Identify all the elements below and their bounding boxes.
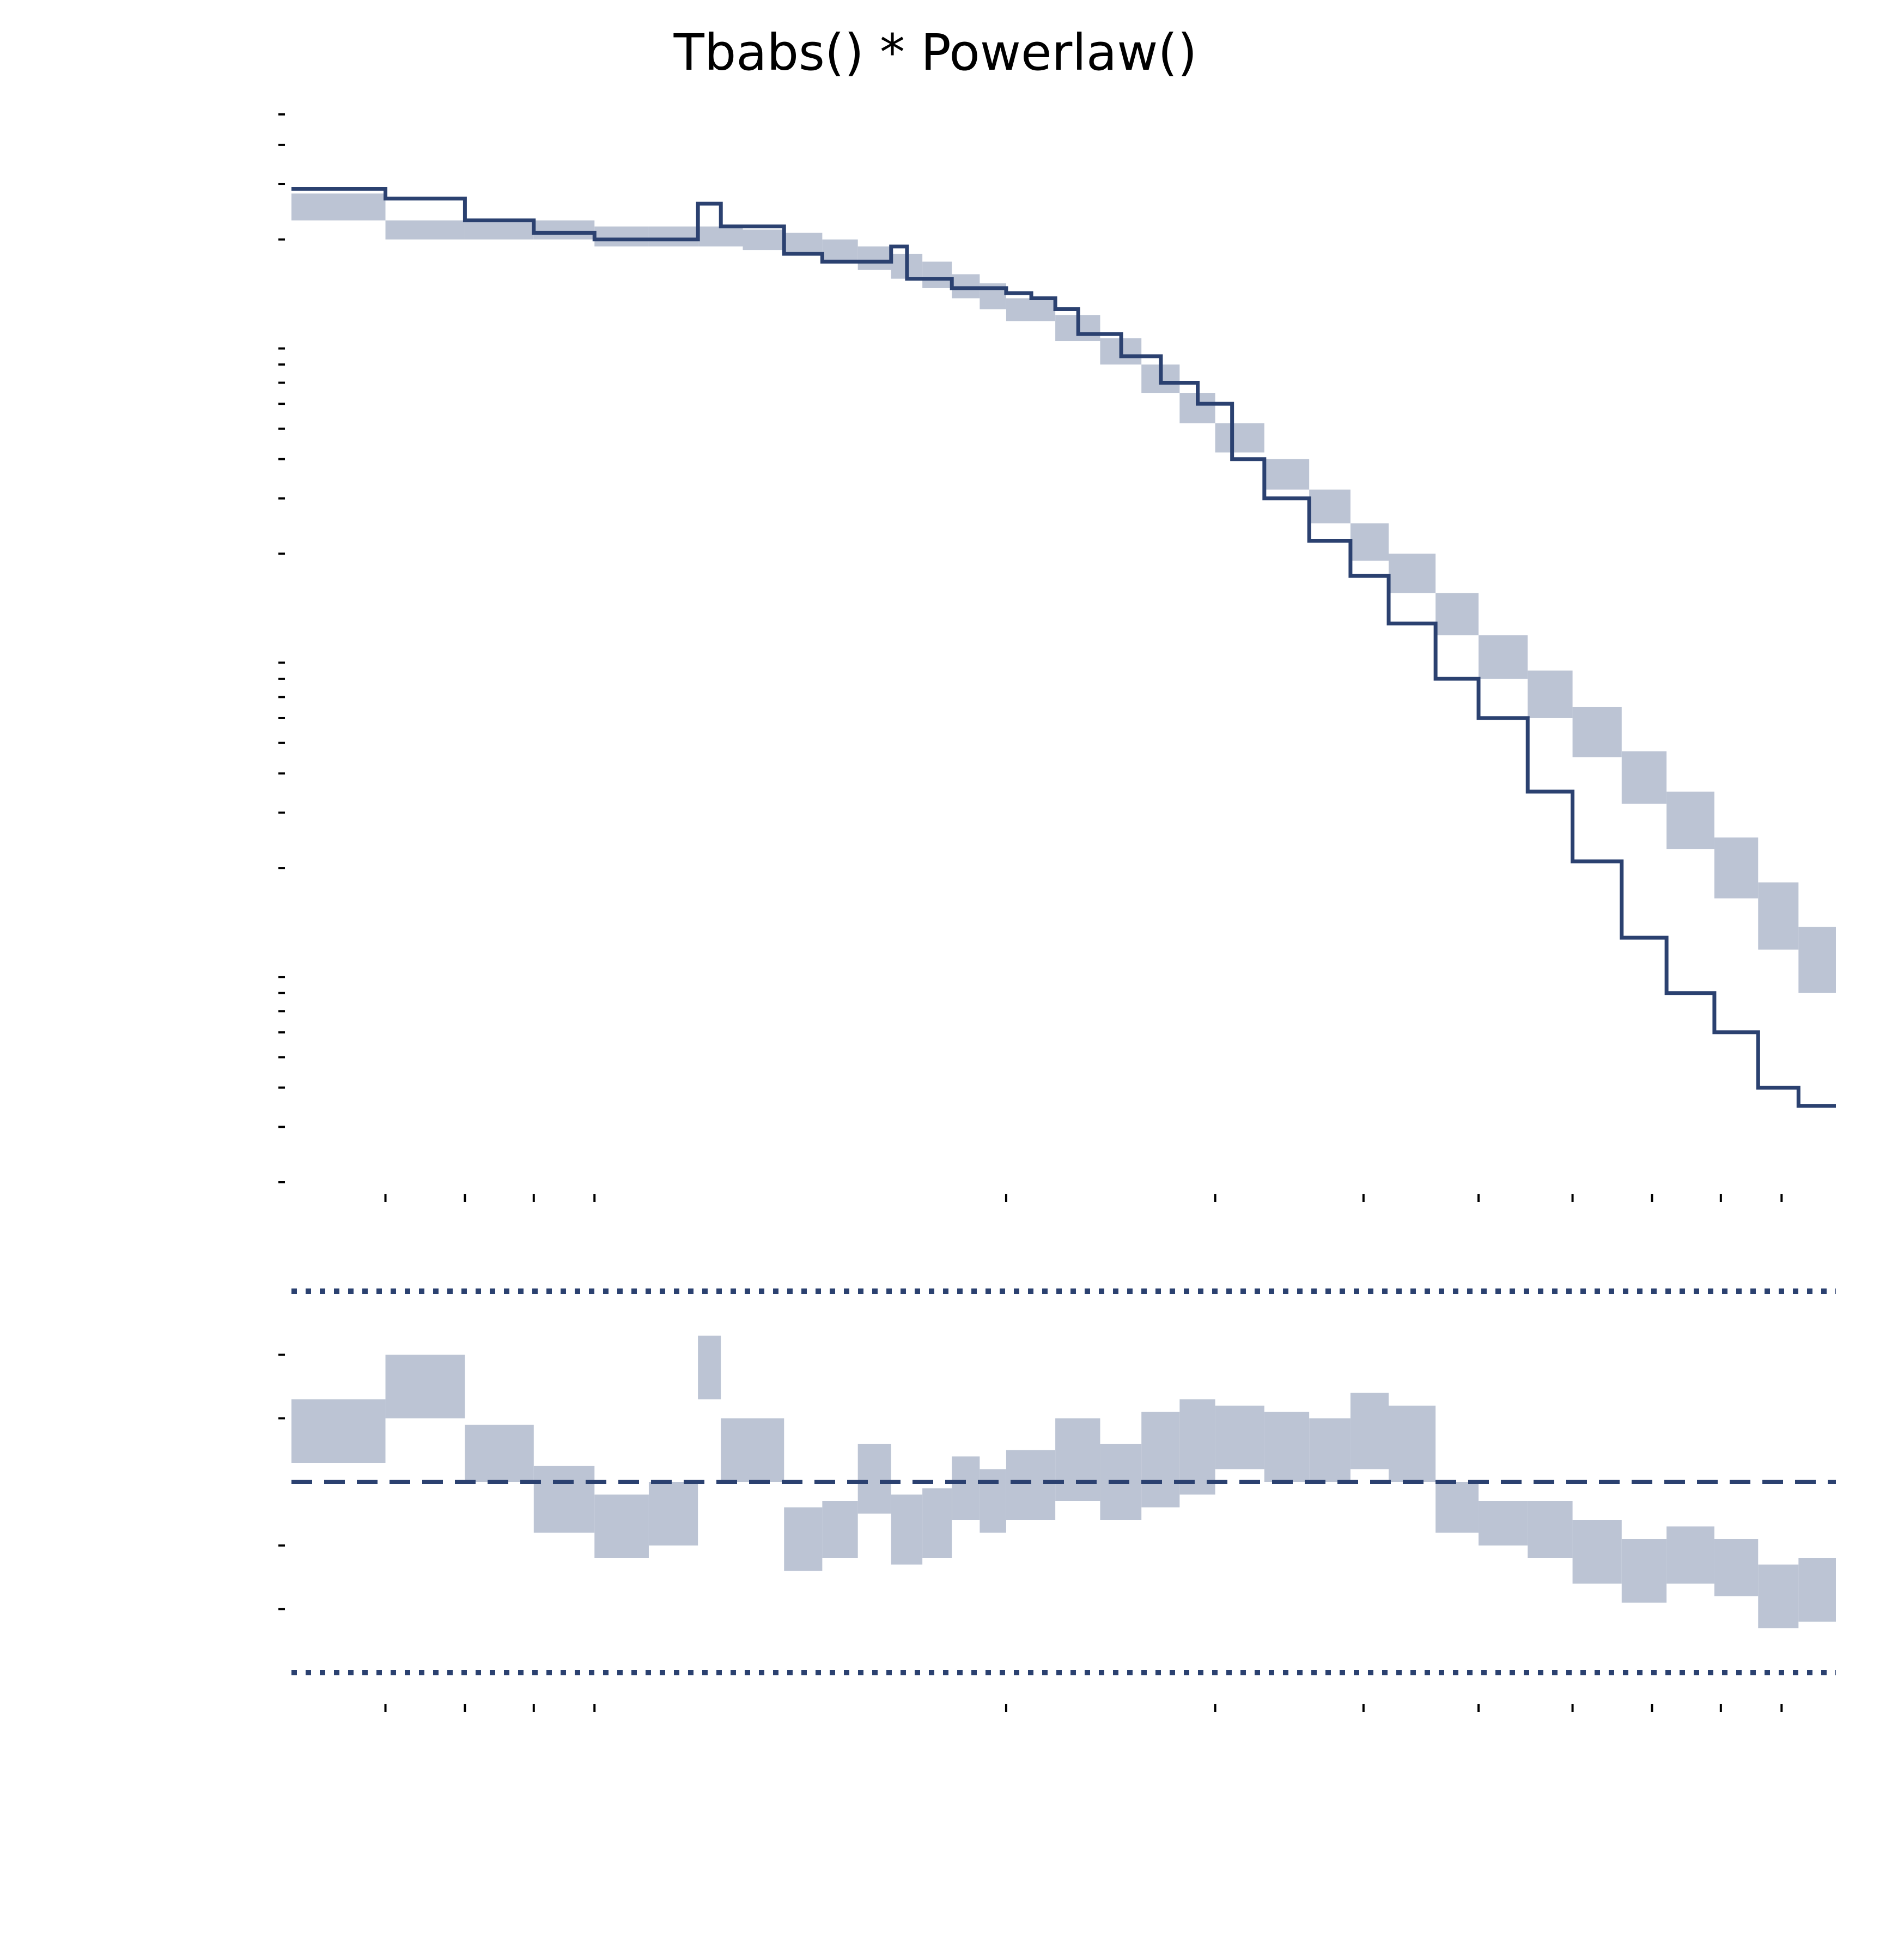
model-band-bin bbox=[1215, 423, 1264, 453]
model-band-bin bbox=[822, 239, 858, 262]
residual-bin bbox=[1621, 1539, 1667, 1603]
model-band-bin bbox=[1621, 751, 1667, 804]
model-band-bin bbox=[1435, 593, 1479, 636]
chart-title: Tbabs() * Powerlaw() bbox=[673, 23, 1197, 82]
model-band-bin bbox=[698, 226, 743, 247]
model-band-bin bbox=[1006, 298, 1056, 321]
residual-bin bbox=[1389, 1406, 1436, 1482]
model-band-bin bbox=[1350, 523, 1389, 561]
residual-bin bbox=[891, 1494, 923, 1565]
residual-bin bbox=[721, 1418, 784, 1482]
residual-bin bbox=[1264, 1412, 1310, 1482]
model-band-bin bbox=[1528, 670, 1573, 718]
model-band-bin bbox=[1309, 489, 1351, 524]
residual-bin bbox=[533, 1466, 595, 1533]
residual-bin bbox=[952, 1456, 980, 1520]
model-band-bin bbox=[533, 220, 595, 240]
residual-bin bbox=[1006, 1450, 1056, 1520]
residual-bin bbox=[1215, 1406, 1264, 1469]
model-band-bin bbox=[857, 246, 891, 270]
model-band-bin bbox=[1572, 707, 1622, 758]
model-band-bin bbox=[1714, 837, 1759, 899]
model-band-bin bbox=[1758, 882, 1799, 950]
residual-bin bbox=[698, 1335, 721, 1400]
residual-bin bbox=[1350, 1393, 1389, 1469]
data-step-line bbox=[291, 186, 1836, 1108]
model-band-bin bbox=[291, 193, 386, 221]
residual-bin bbox=[1479, 1501, 1528, 1546]
residual-bin bbox=[1055, 1418, 1100, 1501]
residual-bin bbox=[1141, 1412, 1180, 1508]
model-band-bin bbox=[1479, 635, 1528, 679]
model-band-bin bbox=[385, 220, 465, 240]
residual-bin bbox=[857, 1444, 891, 1514]
residual-bin bbox=[784, 1507, 823, 1571]
residual-bin bbox=[291, 1399, 386, 1463]
residual-bin bbox=[385, 1354, 465, 1419]
residual-bin bbox=[1179, 1399, 1215, 1495]
residual-bin bbox=[1309, 1418, 1351, 1482]
model-band-bin bbox=[648, 226, 698, 247]
residual-bin bbox=[594, 1494, 649, 1558]
residual-bin bbox=[1798, 1558, 1836, 1622]
model-band-bin bbox=[922, 262, 952, 288]
residuals-panel bbox=[278, 1288, 1836, 1712]
residual-bin bbox=[1528, 1501, 1573, 1558]
residual-bin bbox=[1714, 1539, 1759, 1596]
model-band-bin bbox=[1798, 927, 1836, 993]
residual-bin bbox=[1666, 1526, 1714, 1584]
model-band-bin bbox=[1666, 791, 1714, 849]
spectrum-panel bbox=[278, 113, 1836, 1202]
model-band-bin bbox=[784, 233, 823, 254]
residual-bin bbox=[648, 1482, 698, 1546]
model-band-bin bbox=[743, 229, 784, 251]
residual-bin bbox=[822, 1501, 858, 1558]
model-band-bin bbox=[465, 220, 534, 240]
residual-bin bbox=[1758, 1564, 1799, 1628]
model-band-bin bbox=[1264, 459, 1310, 490]
residual-bin bbox=[980, 1469, 1006, 1533]
model-band-bin bbox=[1389, 554, 1436, 593]
residual-bin bbox=[1572, 1520, 1622, 1584]
model-band-bin bbox=[594, 226, 649, 247]
residual-bin bbox=[922, 1488, 952, 1558]
residual-bin bbox=[465, 1425, 534, 1482]
residual-bin bbox=[1435, 1482, 1479, 1533]
